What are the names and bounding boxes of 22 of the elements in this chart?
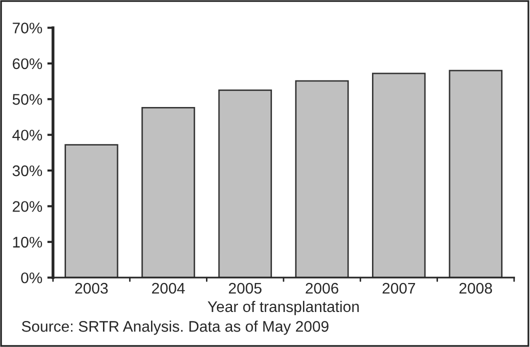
y-tick-label: 10% <box>13 236 42 248</box>
x-tick-label: 2004 <box>152 282 185 294</box>
x-tick-label: 2008 <box>459 282 492 294</box>
y-tick-label: 50% <box>12 94 42 105</box>
y-tick-label: 30% <box>12 165 42 176</box>
bar <box>218 90 272 278</box>
bar <box>448 70 502 278</box>
y-tick-label: 70% <box>12 22 42 34</box>
y-tick-label: 0% <box>21 272 42 284</box>
source-note: Source: SRTR Analysis. Data as of May 2009 <box>22 320 328 335</box>
bar <box>64 144 118 278</box>
x-tick-label: 2006 <box>306 282 338 294</box>
x-axis-title: Year of transplantation <box>208 300 359 316</box>
bar <box>295 80 349 278</box>
x-tick-label: 2007 <box>382 282 416 294</box>
bar <box>372 72 426 278</box>
x-tick-label: 2003 <box>75 282 108 294</box>
y-tick-label: 20% <box>12 201 42 212</box>
y-tick-label: 60% <box>12 58 42 70</box>
bar <box>141 107 196 278</box>
y-tick-label: 40% <box>12 130 42 141</box>
x-tick-label: 2005 <box>228 282 262 294</box>
